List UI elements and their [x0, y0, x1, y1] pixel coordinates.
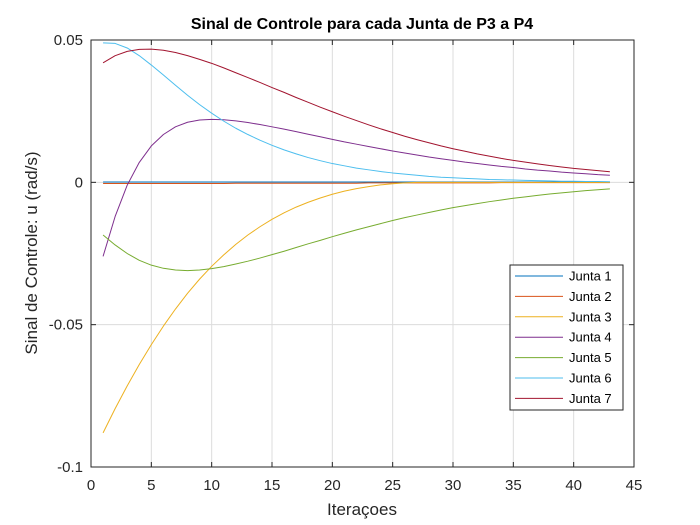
y-tick-label: -0.1: [57, 459, 83, 476]
series-line-junta-7: [102, 48, 610, 173]
x-tick-label: 45: [626, 477, 643, 494]
chart-title: Sinal de Controle para cada Junta de P3 …: [191, 16, 533, 33]
x-tick-label: 0: [87, 477, 95, 494]
series-line-junta-4: [102, 118, 610, 257]
x-tick-label: 10: [203, 477, 220, 494]
series-line-junta-6: [103, 42, 610, 183]
x-tick-label: 25: [384, 477, 401, 494]
x-axis-label: Iteraçoes: [327, 500, 397, 519]
series-line-junta-3: [102, 181, 610, 434]
tick-labels: 0 5 10 15 20 25 30 35 40 45 -0.1 -0.05 0 0.05: [49, 32, 643, 494]
legend-label: Junta 4: [569, 330, 612, 345]
x-tick-label: 30: [445, 477, 462, 494]
legend-label: Junta 1: [569, 269, 612, 284]
axes-box: [90, 39, 635, 468]
legend-label: Junta 3: [569, 309, 612, 324]
ticks: [90, 39, 635, 468]
series-layer: [102, 42, 610, 434]
x-tick-label: 5: [147, 477, 155, 494]
y-axis-label: Sinal de Controle: u (rad/s): [22, 151, 41, 354]
legend-label: Junta 5: [569, 350, 612, 365]
x-tick-label: 20: [324, 477, 341, 494]
y-tick-label: -0.05: [49, 317, 83, 334]
y-tick-label: 0: [75, 174, 83, 191]
legend-label: Junta 7: [569, 391, 612, 406]
x-tick-label: 35: [505, 477, 522, 494]
y-tick-label: 0.05: [54, 32, 83, 49]
x-tick-label: 40: [565, 477, 582, 494]
legend-label: Junta 6: [569, 371, 612, 386]
legend-label: Junta 2: [569, 289, 612, 304]
x-tick-label: 15: [264, 477, 281, 494]
legend: Junta 1 Junta 2 Junta 3 Junta 4 Junta 5 Junta…: [509, 264, 624, 411]
series-line-junta-5: [102, 188, 610, 272]
